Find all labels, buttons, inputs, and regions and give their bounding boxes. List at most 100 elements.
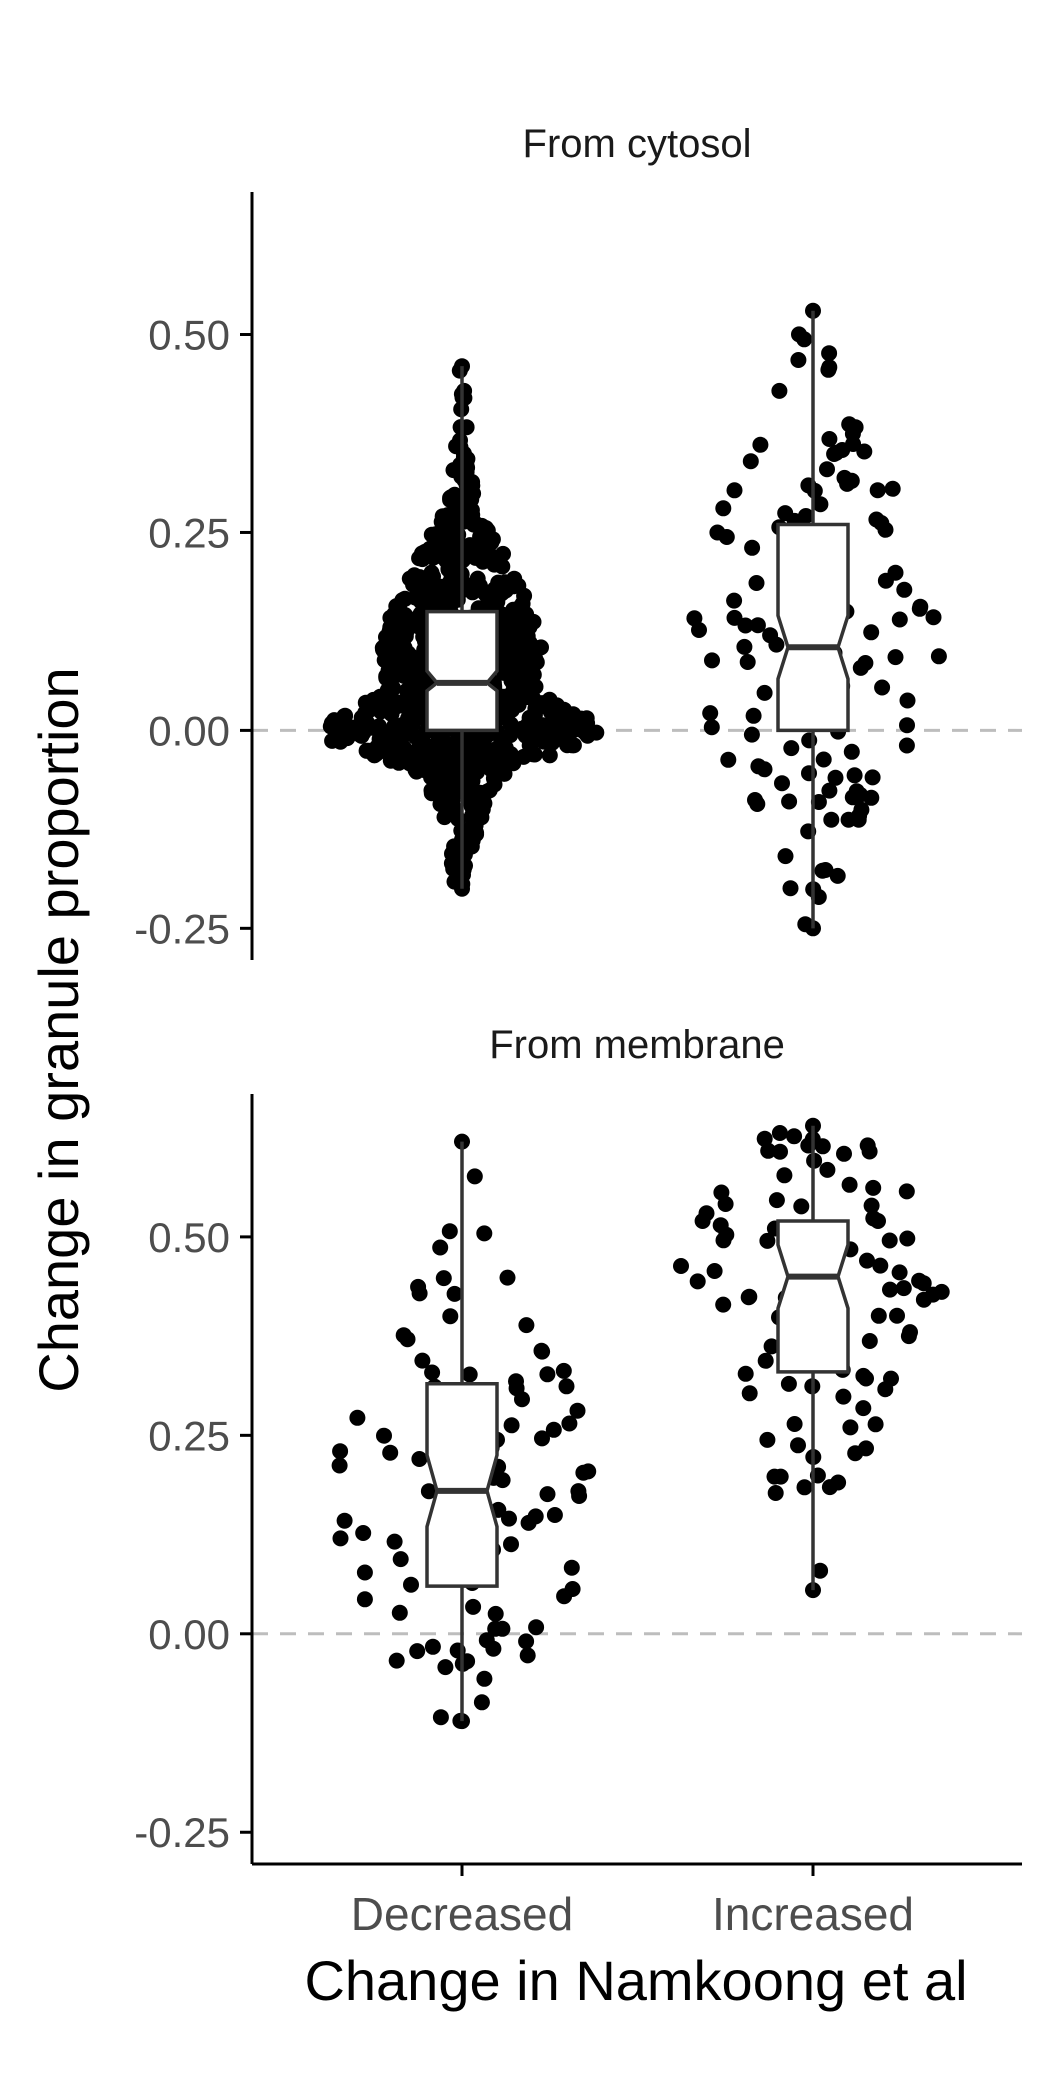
data-point: [827, 769, 844, 786]
data-point: [541, 747, 558, 764]
data-point: [539, 1486, 556, 1503]
data-point: [821, 782, 838, 799]
data-point: [503, 1536, 519, 1553]
data-point: [819, 1161, 836, 1178]
data-point: [424, 1364, 441, 1381]
data-point: [821, 1479, 838, 1496]
data-point: [877, 521, 894, 538]
y-tick-label: -0.25: [134, 1809, 230, 1856]
data-point: [796, 1479, 813, 1496]
data-point: [915, 1291, 932, 1308]
data-point: [736, 638, 753, 655]
data-point: [569, 1402, 586, 1419]
data-point: [332, 1443, 349, 1460]
data-point: [783, 740, 800, 757]
data-point: [575, 1464, 592, 1481]
data-point: [528, 1619, 545, 1636]
data-point: [739, 654, 756, 670]
data-point: [852, 659, 869, 676]
data-point: [533, 1342, 550, 1359]
data-point: [542, 703, 559, 720]
data-point: [398, 659, 415, 676]
data-point: [726, 592, 743, 609]
data-point: [889, 1307, 905, 1324]
data-point: [821, 431, 838, 447]
data-point: [872, 1257, 889, 1274]
data-point: [336, 708, 353, 725]
data-point: [780, 1375, 797, 1392]
data-point: [925, 609, 942, 626]
data-point: [673, 1258, 689, 1274]
data-point: [829, 867, 846, 884]
data-point: [551, 721, 568, 738]
data-point: [526, 719, 543, 736]
data-point: [741, 1385, 758, 1402]
data-point: [842, 1419, 859, 1436]
data-point: [881, 1232, 898, 1249]
data-point: [861, 1333, 878, 1349]
data-point: [694, 1213, 711, 1229]
data-point: [432, 1239, 449, 1256]
data-point: [874, 679, 891, 696]
data-point: [332, 1530, 349, 1547]
group-increased: [686, 302, 947, 937]
data-point: [336, 1512, 353, 1529]
x-tick-label: Increased: [712, 1888, 914, 1940]
data-point: [451, 539, 468, 556]
notched-box: [425, 609, 499, 733]
data-point: [431, 539, 447, 556]
data-point: [865, 1210, 882, 1227]
notched-box: [425, 1381, 499, 1588]
data-point: [726, 482, 743, 499]
data-point: [349, 1409, 366, 1426]
data-point: [853, 801, 870, 818]
data-point: [558, 1378, 575, 1395]
x-tick-label: Decreased: [351, 1888, 573, 1940]
data-point: [487, 751, 504, 768]
data-point: [518, 1317, 535, 1334]
data-point: [371, 718, 387, 735]
data-point: [479, 522, 496, 539]
data-point: [476, 1670, 493, 1687]
data-point: [790, 352, 807, 368]
data-point: [704, 652, 720, 669]
data-point: [396, 740, 413, 756]
data-point: [757, 1352, 774, 1369]
y-tick-label: -0.25: [134, 905, 230, 952]
data-point: [515, 665, 532, 682]
data-point: [353, 709, 370, 726]
data-point: [823, 811, 840, 828]
data-point: [748, 575, 765, 591]
data-point: [801, 732, 818, 749]
notched-box: [776, 522, 850, 733]
panel-title: From cytosol: [523, 122, 752, 166]
data-point: [355, 1525, 372, 1541]
data-point: [392, 1551, 409, 1568]
data-point: [435, 1270, 452, 1287]
data-point: [518, 1633, 535, 1650]
data-point: [506, 575, 523, 592]
data-point: [743, 726, 760, 743]
data-point: [902, 1324, 918, 1341]
data-point: [561, 1415, 578, 1432]
data-point: [747, 792, 763, 808]
data-point: [863, 789, 880, 806]
data-point: [817, 862, 834, 878]
data-point: [376, 1427, 392, 1444]
data-point: [911, 1272, 928, 1289]
data-point: [847, 1445, 864, 1462]
data-point: [500, 755, 517, 772]
data-point: [855, 1400, 872, 1417]
data-point: [806, 482, 823, 499]
y-tick-label: 0.00: [148, 707, 230, 754]
data-point: [409, 587, 425, 604]
data-point: [424, 1638, 441, 1655]
data-point: [490, 587, 507, 604]
data-point: [509, 696, 526, 713]
y-tick-label: 0.00: [148, 1611, 230, 1658]
data-point: [899, 692, 916, 709]
data-point: [352, 723, 369, 740]
data-point: [899, 1230, 916, 1247]
data-point: [864, 769, 881, 786]
